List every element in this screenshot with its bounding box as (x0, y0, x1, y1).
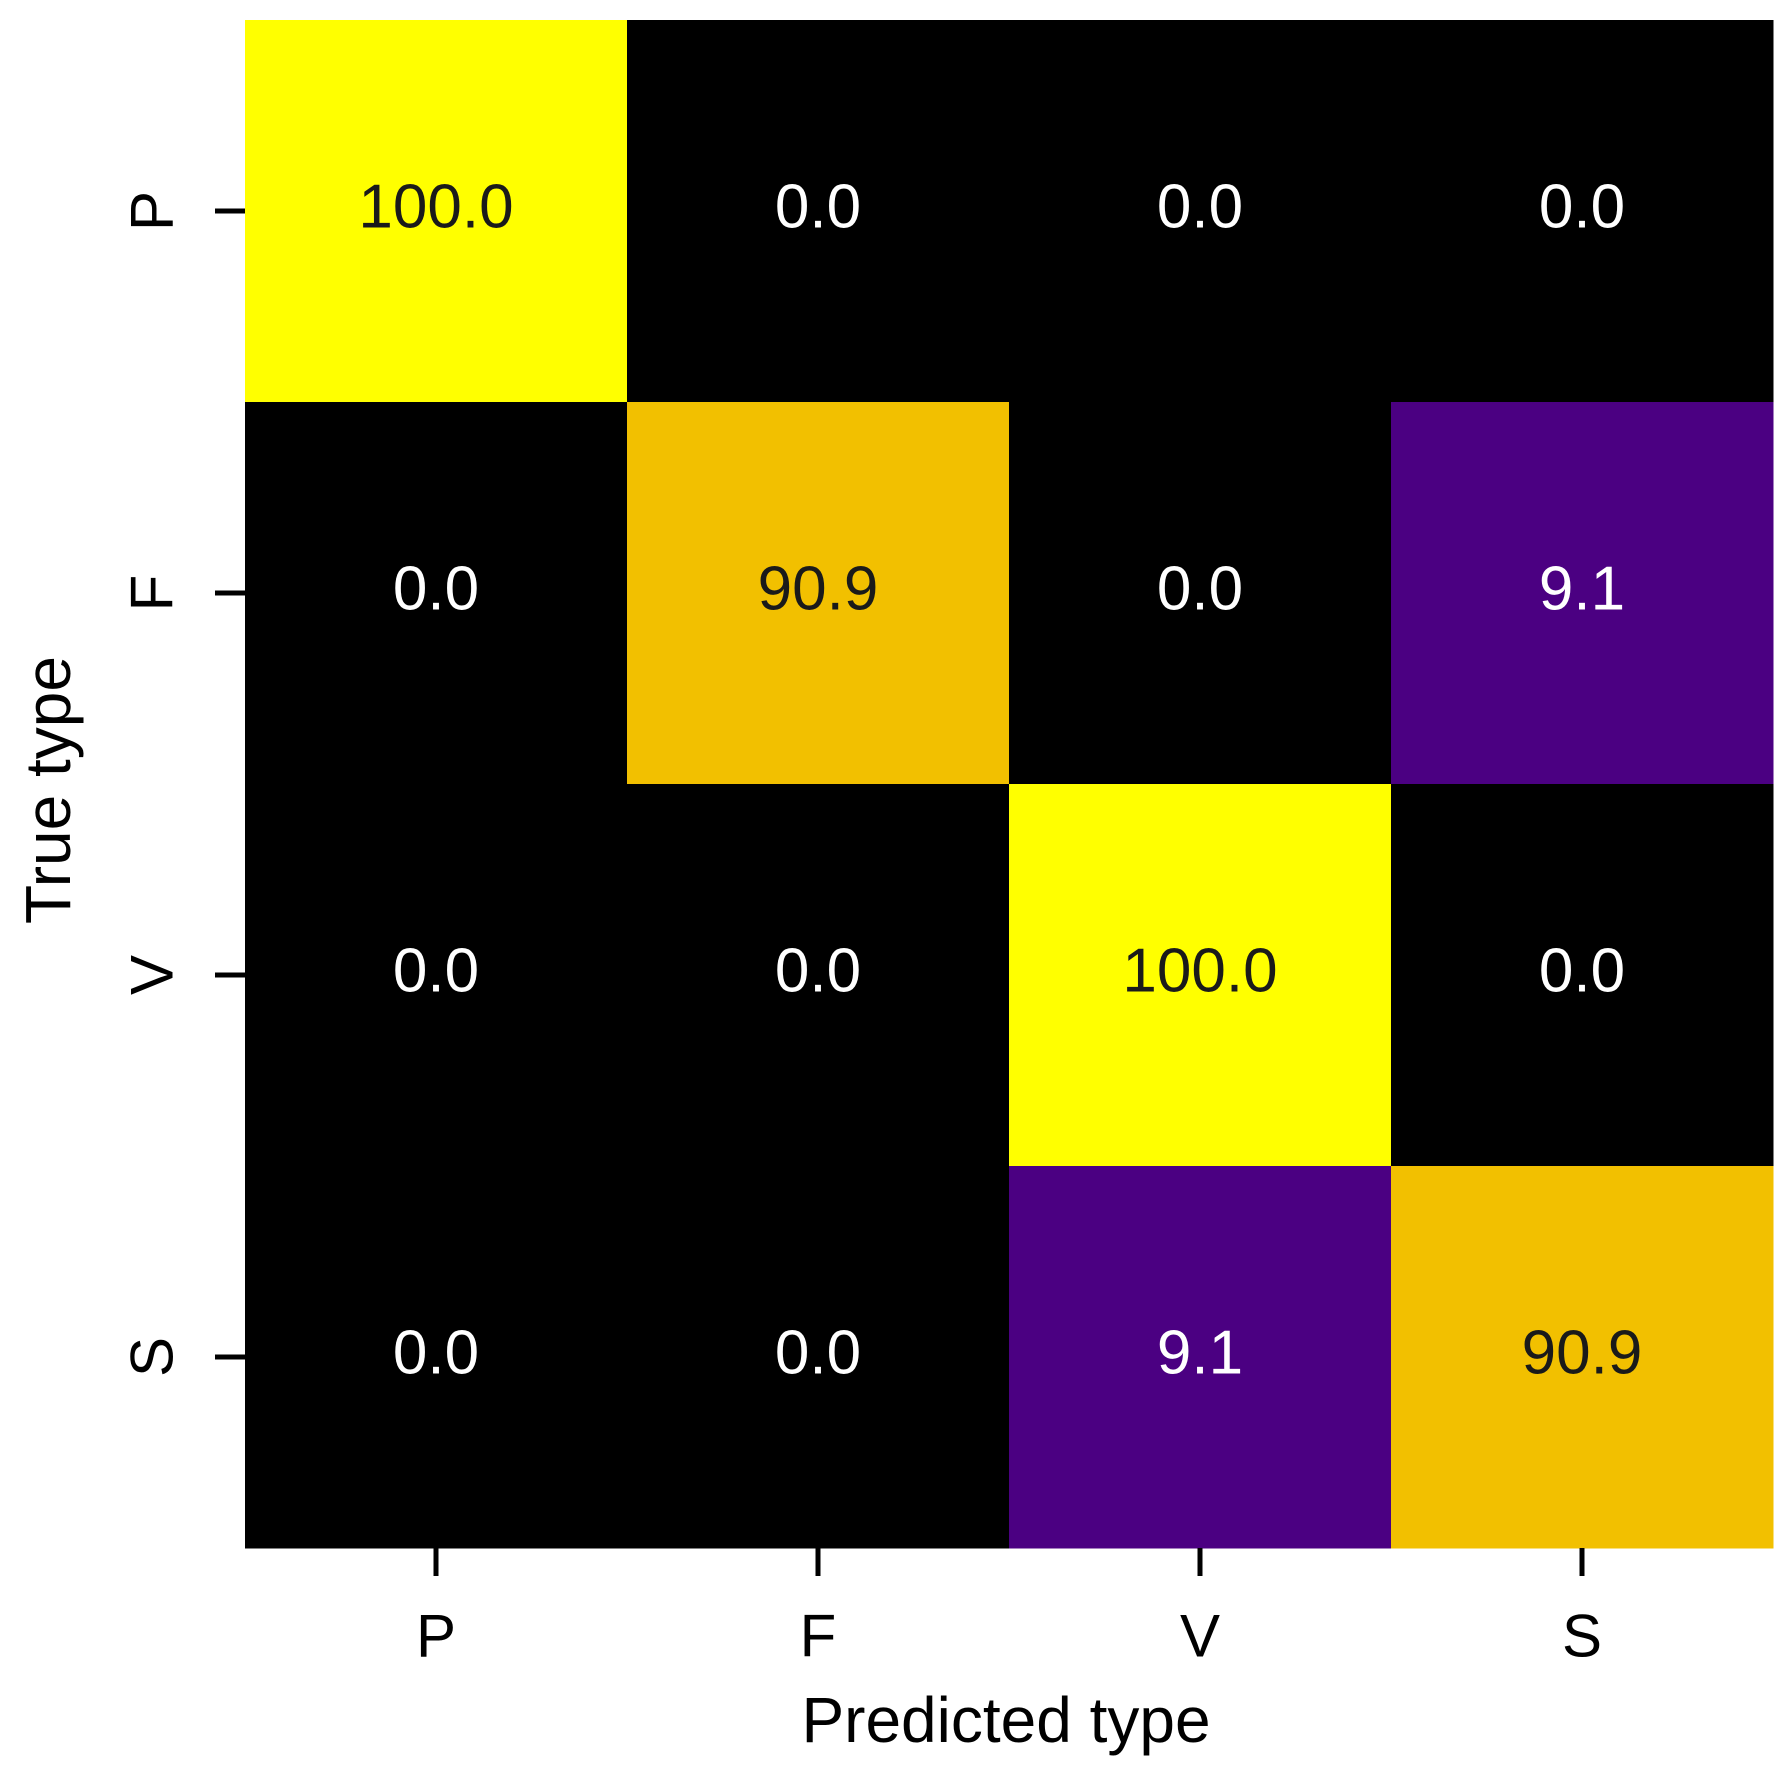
heatmap-cell-S-P (245, 1166, 628, 1549)
heatmap-cell-F-S (1391, 402, 1774, 785)
heatmap-cell-S-S (1391, 1166, 1774, 1549)
cell-value-label: 9.1 (1539, 555, 1625, 624)
y-tick-label: P (119, 191, 186, 231)
cell-value-label: 0.0 (775, 937, 861, 1006)
y-tick-label: V (119, 955, 186, 995)
heatmap-cell-F-V (1009, 402, 1392, 785)
cell-value-label: 0.0 (1157, 173, 1243, 242)
cell-value-label: 0.0 (775, 1319, 861, 1388)
y-tick-label: S (119, 1337, 186, 1377)
x-axis-title: Predicted type (801, 1684, 1210, 1756)
cell-value-label: 9.1 (1157, 1319, 1243, 1388)
cell-value-label: 0.0 (1157, 555, 1243, 624)
heatmap-cell-S-V (1009, 1166, 1392, 1549)
x-tick-label: S (1562, 1603, 1602, 1670)
heatmap-cell-P-V (1009, 20, 1392, 403)
cell-value-label: 0.0 (1539, 937, 1625, 1006)
cell-value-label: 0.0 (393, 555, 479, 624)
heatmap-cell-V-F (627, 784, 1010, 1167)
cell-value-label: 0.0 (1539, 173, 1625, 242)
cell-value-label: 90.9 (1522, 1319, 1643, 1388)
heatmap-cell-P-P (245, 20, 628, 403)
heatmap-cell-F-F (627, 402, 1010, 785)
heatmap-cells: 100.0 0.0 0.0 0.0 0.0 90.9 0.0 9.1 0.0 0.0 100.0 0.… (245, 20, 1774, 1549)
heatmap-cell-S-F (627, 1166, 1010, 1549)
heatmap-cell-P-F (627, 20, 1010, 403)
cell-value-label: 100.0 (1122, 937, 1277, 1006)
heatmap-cell-V-P (245, 784, 628, 1167)
x-tick-label: F (800, 1603, 837, 1670)
x-tick-label: V (1180, 1603, 1220, 1670)
cell-value-label: 100.0 (358, 173, 513, 242)
y-tick-label: F (119, 575, 186, 612)
cell-value-label: 90.9 (758, 555, 879, 624)
cell-value-label: 0.0 (775, 173, 861, 242)
y-axis-title: True type (12, 656, 84, 924)
cell-value-label: 0.0 (393, 1319, 479, 1388)
cell-value-label: 0.0 (393, 937, 479, 1006)
heatmap-cell-V-V (1009, 784, 1392, 1167)
heatmap-cell-F-P (245, 402, 628, 785)
heatmap-cell-P-S (1391, 20, 1774, 403)
heatmap-cell-V-S (1391, 784, 1774, 1167)
axis-ticks: P F V S P F V S (119, 191, 1603, 1670)
x-tick-label: P (416, 1603, 456, 1670)
